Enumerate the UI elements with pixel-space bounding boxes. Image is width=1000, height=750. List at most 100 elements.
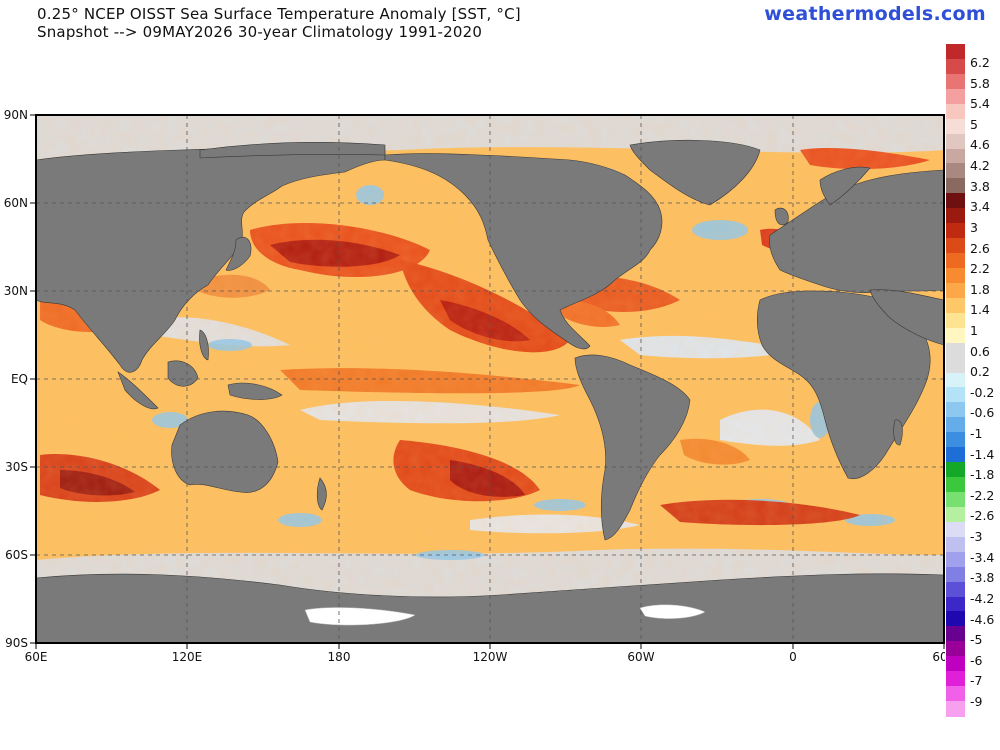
landmass-south-america bbox=[574, 354, 691, 541]
lon-label-60w: 60W bbox=[627, 650, 654, 664]
colorbar-label: -4.6 bbox=[970, 611, 995, 627]
colorbar-label: -2.2 bbox=[970, 487, 995, 503]
colorbar-label: 5.8 bbox=[970, 75, 990, 91]
colorbar-label: 5 bbox=[970, 116, 978, 132]
colorbar-swatch bbox=[946, 193, 965, 209]
landmass-australia bbox=[171, 410, 279, 493]
colorbar-label: 0.2 bbox=[970, 364, 990, 380]
colorbar-label: -3.8 bbox=[970, 570, 995, 586]
colorbar-label: 0.6 bbox=[970, 343, 990, 359]
landmass-antarctica bbox=[36, 573, 944, 643]
colorbar-swatch bbox=[946, 282, 965, 299]
colorbar-swatch bbox=[946, 342, 965, 359]
colorbar-swatch bbox=[946, 118, 965, 135]
colorbar-label: 2.2 bbox=[970, 261, 990, 277]
colorbar-swatch bbox=[946, 536, 965, 553]
landmass-sumatra bbox=[117, 371, 159, 410]
colorbar-label: -3.4 bbox=[970, 549, 995, 565]
colorbar-label: 1.8 bbox=[970, 281, 990, 297]
colorbar-label: -1.4 bbox=[970, 446, 995, 462]
colorbar-swatch bbox=[946, 163, 965, 179]
colorbar-label: -3 bbox=[970, 529, 983, 545]
colorbar-label: 5.4 bbox=[970, 96, 990, 112]
colorbar-swatch bbox=[946, 253, 965, 269]
land-masses bbox=[36, 139, 944, 643]
colorbar-label: -1 bbox=[970, 426, 983, 442]
colorbar-swatch bbox=[946, 596, 965, 613]
colorbar-swatch bbox=[946, 73, 965, 90]
colorbar-swatch bbox=[946, 312, 965, 329]
colorbar-swatch bbox=[946, 58, 965, 75]
colorbar-label: -7 bbox=[970, 673, 983, 689]
colorbar-swatch bbox=[946, 327, 965, 344]
colorbar-label: -5 bbox=[970, 632, 983, 648]
brand-logo-text[interactable]: weathermodels.com bbox=[764, 3, 986, 25]
latitude-labels: 90N 60N 30N EQ 30S 60S 90S bbox=[4, 108, 28, 650]
colorbar-label: 1 bbox=[970, 322, 978, 338]
colorbar-swatch bbox=[946, 357, 965, 374]
lat-label-60s: 60S bbox=[5, 548, 28, 562]
colorbar-swatch bbox=[946, 701, 965, 717]
ross-ice-shelf bbox=[304, 607, 416, 626]
axis-ticks bbox=[30, 114, 945, 649]
lon-label-0: 0 bbox=[789, 650, 797, 664]
landmass-philippines bbox=[199, 329, 209, 361]
colorbar-swatch bbox=[946, 492, 965, 508]
colorbar-swatch bbox=[946, 626, 965, 642]
colorbar-swatch bbox=[946, 477, 965, 493]
landmass-siberia-north bbox=[199, 141, 386, 159]
weddell-ice-shelf bbox=[639, 604, 706, 619]
colorbar-swatch bbox=[946, 417, 965, 433]
colorbar-swatch bbox=[946, 133, 965, 150]
colorbar-swatch bbox=[946, 402, 965, 418]
map-subtitle: Snapshot --> 09MAY2026 30-year Climatolo… bbox=[37, 23, 483, 41]
lat-label-30s: 30S bbox=[5, 460, 28, 474]
colorbar-swatch bbox=[946, 521, 965, 538]
colorbar-label: -0.6 bbox=[970, 405, 995, 421]
colorbar-swatch bbox=[946, 686, 965, 702]
landmass-british-isles bbox=[774, 207, 789, 226]
colorbar-swatch bbox=[946, 88, 965, 105]
lat-label-eq: EQ bbox=[11, 372, 28, 386]
colorbar-label: -9 bbox=[970, 694, 983, 710]
lat-label-30n: 30N bbox=[4, 284, 28, 298]
landmass-borneo bbox=[167, 360, 199, 387]
colorbar-swatch bbox=[946, 208, 965, 224]
landmass-scandinavia bbox=[819, 166, 871, 206]
colorbar-swatch bbox=[946, 178, 965, 194]
colorbar-swatch bbox=[946, 641, 965, 657]
map-panel bbox=[36, 115, 944, 643]
colorbar-swatch bbox=[946, 268, 965, 284]
colorbar-swatch bbox=[946, 447, 965, 463]
colorbar-label: 3.4 bbox=[970, 199, 990, 215]
colorbar-swatch bbox=[946, 103, 965, 120]
lat-label-60n: 60N bbox=[4, 196, 28, 210]
map-title: 0.25° NCEP OISST Sea Surface Temperature… bbox=[37, 5, 521, 23]
landmass-arabia bbox=[869, 289, 944, 346]
colorbar-swatch bbox=[946, 432, 965, 448]
colorbar-swatch bbox=[946, 566, 965, 583]
landmass-africa bbox=[756, 290, 931, 480]
colorbar-swatch bbox=[946, 551, 965, 568]
colorbar-label: 4.6 bbox=[970, 137, 990, 153]
colorbar-swatch bbox=[946, 297, 965, 314]
landmass-greenland bbox=[629, 139, 761, 206]
lon-label-120w: 120W bbox=[473, 650, 508, 664]
colorbar-label: 3 bbox=[970, 219, 978, 235]
colorbar-label: 2.6 bbox=[970, 240, 990, 256]
colorbar-label: 3.8 bbox=[970, 178, 990, 194]
colorbar-swatch bbox=[946, 223, 965, 239]
colorbar-label: -6 bbox=[970, 652, 983, 668]
colorbar-label: -4.2 bbox=[970, 590, 995, 606]
lon-label-60-east-edge: 60 bbox=[932, 650, 945, 664]
colorbar-label: 6.2 bbox=[970, 55, 990, 70]
colorbar-swatch bbox=[946, 238, 965, 254]
landmass-japan bbox=[225, 236, 252, 271]
colorbar-swatch bbox=[946, 581, 965, 598]
lon-label-180: 180 bbox=[328, 650, 351, 664]
lat-label-90s: 90S bbox=[5, 636, 28, 650]
longitude-labels: 60E 120E 180 120W 60W 0 60 bbox=[25, 650, 945, 664]
colorbar-swatch bbox=[946, 506, 965, 523]
colorbar-swatch bbox=[946, 462, 965, 478]
colorbar-swatch bbox=[946, 372, 965, 389]
